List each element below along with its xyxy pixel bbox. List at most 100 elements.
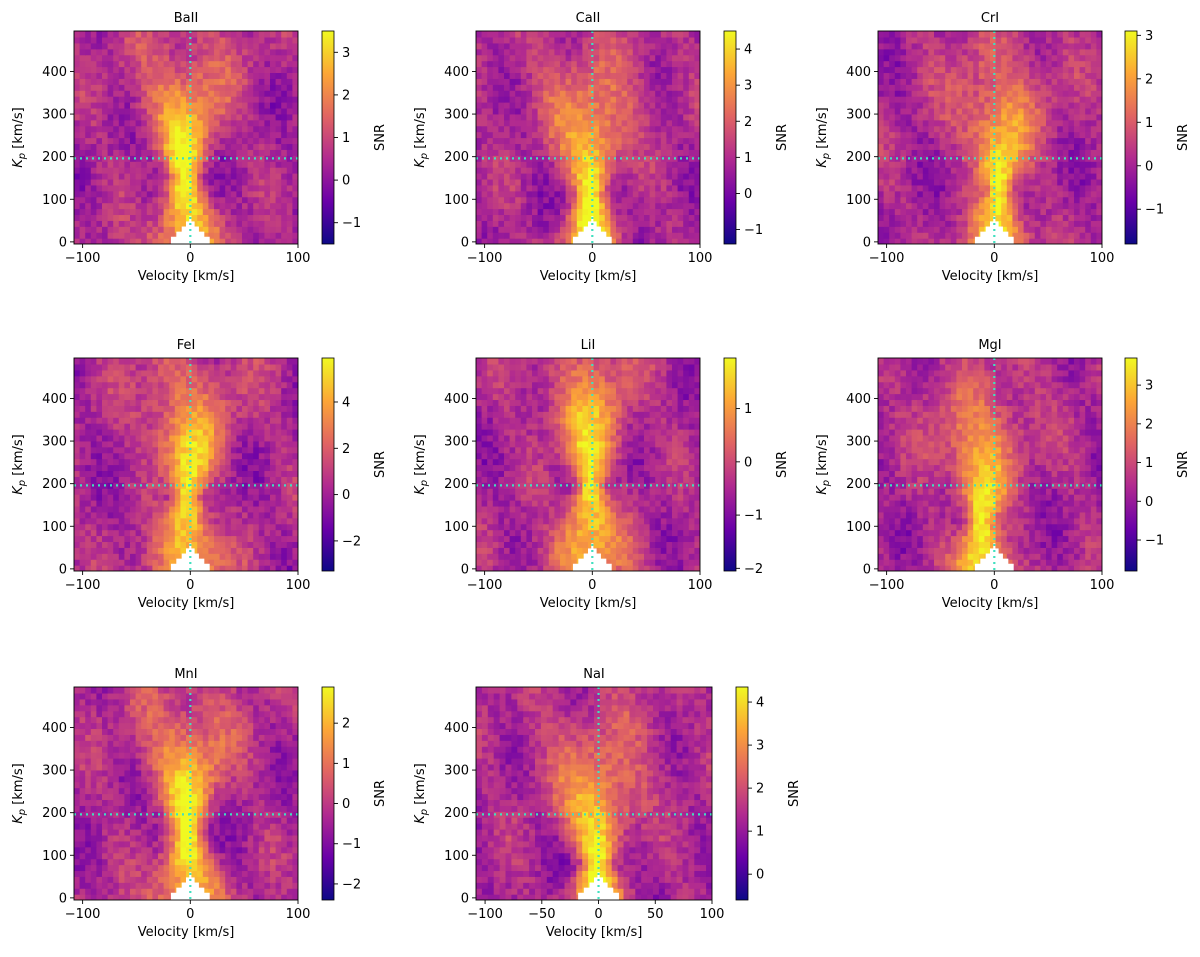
x-axis-label: Velocity [km/s] — [546, 925, 643, 940]
y-tick-label: 0 — [461, 891, 469, 906]
y-tick-label: 100 — [444, 520, 469, 535]
panel-nai: NaI −100 −50 0 50 100 0 100 200 300 400 Velocity [k… — [413, 667, 802, 940]
y-axis-label: Kp [km/s] — [815, 107, 832, 168]
x-tick-label: −100 — [65, 578, 101, 593]
heatmap-cells — [74, 31, 298, 244]
colorbar-tick-label: 2 — [342, 88, 350, 103]
y-tick-label: 200 — [42, 150, 67, 165]
colorbar-tick-label: 1 — [744, 402, 752, 417]
x-tick-label: 100 — [700, 907, 725, 922]
colorbar-tick-label: 3 — [1145, 379, 1153, 394]
plot-frame — [475, 357, 701, 572]
plot-frame — [475, 30, 701, 245]
x-axis-label: Velocity [km/s] — [138, 925, 235, 940]
colorbar-tick-label: −2 — [342, 877, 361, 892]
y-tick-label: 400 — [42, 392, 67, 407]
x-tick-label: 50 — [647, 907, 664, 922]
y-tick-label: 0 — [59, 235, 67, 250]
y-tick-label: 200 — [444, 150, 469, 165]
y-tick-label: 100 — [444, 849, 469, 864]
y-tick-label: 300 — [42, 435, 67, 450]
colorbar-label: SNR — [373, 124, 388, 151]
y-tick-label: 100 — [42, 193, 67, 208]
heatmap-cells — [878, 358, 1102, 571]
y-tick-label: 100 — [42, 520, 67, 535]
colorbar: −1 0 1 2 3 SNR — [1124, 29, 1191, 245]
y-tick-label: 400 — [42, 721, 67, 736]
colorbar-label: SNR — [1176, 124, 1191, 151]
x-tick-label: −100 — [467, 907, 503, 922]
colorbar-tick-label: 1 — [1145, 116, 1153, 131]
y-axis-label: Kp [km/s] — [413, 434, 430, 495]
y-axis-label: Kp [km/s] — [815, 434, 832, 495]
plot-frame — [73, 357, 299, 572]
heatmap-cells — [74, 358, 298, 571]
colorbar-tick-label: −2 — [342, 534, 361, 549]
colorbar-tick-label: 1 — [342, 131, 350, 146]
plot-frame — [877, 30, 1103, 245]
colorbar-tick-label: 0 — [744, 187, 752, 202]
x-axis-label: Velocity [km/s] — [540, 596, 637, 611]
x-tick-label: 100 — [286, 251, 311, 266]
colorbar-tick-label: 4 — [342, 395, 350, 410]
y-tick-label: 100 — [846, 520, 871, 535]
colorbar-tick-label: −1 — [744, 509, 763, 524]
colorbar-tick-label: 1 — [1145, 456, 1153, 471]
colorbar-tick-label: −1 — [342, 216, 361, 231]
colorbar-tick-label: 2 — [1145, 417, 1153, 432]
colorbar-gradient — [321, 30, 335, 245]
colorbar-tick-label: 2 — [342, 442, 350, 457]
panel-title: FeI — [177, 338, 196, 353]
y-tick-label: 100 — [846, 193, 871, 208]
x-tick-label: −100 — [869, 578, 905, 593]
x-tick-label: 100 — [688, 578, 713, 593]
colorbar-label: SNR — [373, 780, 388, 807]
colorbar-tick-label: −1 — [1145, 534, 1164, 549]
x-axis-label: Velocity [km/s] — [138, 269, 235, 284]
colorbar-tick-label: −1 — [342, 837, 361, 852]
y-tick-label: 200 — [42, 806, 67, 821]
y-tick-label: 100 — [42, 849, 67, 864]
colorbar-label: SNR — [775, 124, 790, 151]
panel-title: NaI — [583, 667, 605, 682]
x-tick-label: −100 — [65, 251, 101, 266]
colorbar-tick-label: −2 — [744, 562, 763, 577]
x-axis-label: Velocity [km/s] — [138, 596, 235, 611]
y-tick-label: 0 — [863, 235, 871, 250]
y-tick-label: 0 — [461, 562, 469, 577]
x-tick-label: 0 — [594, 907, 602, 922]
colorbar-label: SNR — [373, 451, 388, 478]
colorbar: −1 0 1 2 3 SNR — [1124, 357, 1191, 572]
colorbar-label: SNR — [787, 780, 802, 807]
heatmap-cells — [476, 31, 700, 244]
colorbar-tick-label: 4 — [756, 696, 764, 711]
y-tick-label: 200 — [42, 477, 67, 492]
y-tick-label: 200 — [444, 477, 469, 492]
colorbar-label: SNR — [775, 451, 790, 478]
panel-title: LiI — [581, 338, 596, 353]
colorbar-gradient — [723, 357, 737, 572]
x-tick-label: −100 — [869, 251, 905, 266]
y-tick-label: 400 — [42, 65, 67, 80]
heatmap-cells — [74, 687, 298, 900]
y-tick-label: 0 — [461, 235, 469, 250]
colorbar-label: SNR — [1176, 451, 1191, 478]
colorbar-tick-label: 3 — [1145, 29, 1153, 44]
y-tick-label: 400 — [444, 392, 469, 407]
y-tick-label: 200 — [444, 806, 469, 821]
x-tick-label: 100 — [1090, 578, 1115, 593]
heatmap-cells — [878, 31, 1102, 244]
panel-title: MnI — [174, 667, 197, 682]
colorbar-tick-label: 0 — [342, 174, 350, 189]
x-tick-label: −50 — [528, 907, 555, 922]
colorbar: −2 −1 0 1 2 SNR — [321, 686, 388, 901]
x-tick-label: 0 — [186, 907, 194, 922]
y-axis-label: Kp [km/s] — [11, 434, 28, 495]
colorbar-gradient — [723, 30, 737, 245]
colorbar-tick-label: 0 — [342, 797, 350, 812]
